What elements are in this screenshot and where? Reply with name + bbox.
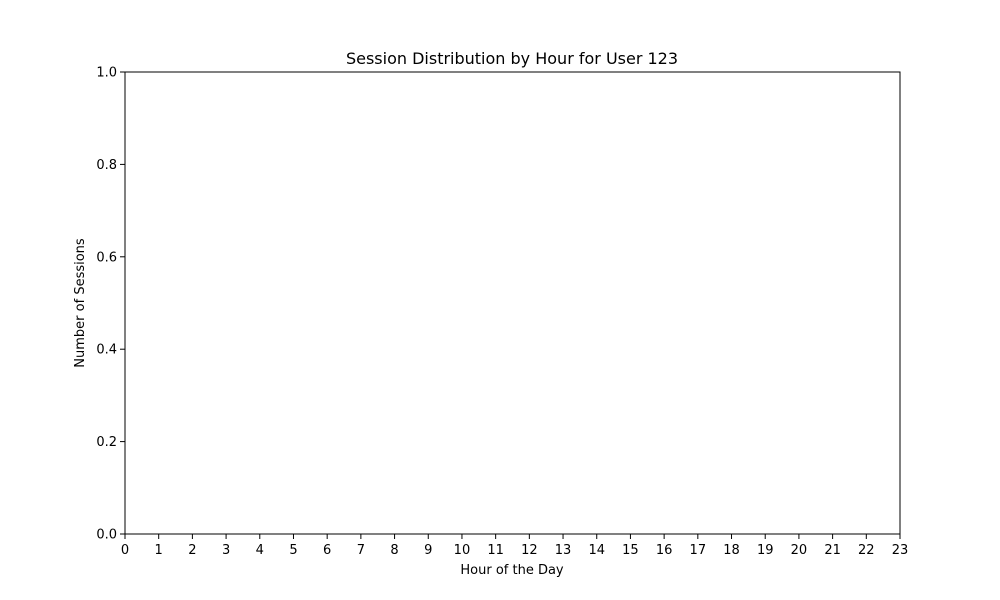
x-axis-label: Hour of the Day — [460, 563, 564, 578]
y-axis-label: Number of Sessions — [73, 238, 88, 368]
x-tick-label: 23 — [892, 543, 909, 558]
y-tick-label: 0.0 — [96, 528, 117, 543]
x-tick-label: 4 — [256, 543, 264, 558]
x-tick-label: 6 — [323, 543, 331, 558]
y-tick-label: 1.0 — [96, 66, 117, 81]
chart-title: Session Distribution by Hour for User 12… — [346, 49, 678, 68]
x-tick-label: 2 — [188, 543, 196, 558]
axes-frame — [124, 71, 901, 535]
x-tick-label: 11 — [487, 543, 504, 558]
x-tick-label: 8 — [390, 543, 398, 558]
x-tick-label: 3 — [222, 543, 230, 558]
x-tick-label: 9 — [424, 543, 432, 558]
y-tick-label: 0.4 — [96, 343, 117, 358]
y-tick-label: 0.6 — [96, 250, 117, 265]
x-tick-label: 13 — [555, 543, 572, 558]
y-tick-label: 0.8 — [96, 158, 117, 173]
plot-area: 0 1 2 3 4 5 6 7 8 9 10 11 12 13 14 15 16 17 18 19 20 21 22 23 0… — [96, 66, 908, 559]
x-tick-label: 12 — [521, 543, 538, 558]
y-tick-label: 0.2 — [96, 435, 117, 450]
y-axis-ticks: 0.0 0.2 0.4 0.6 0.8 1.0 — [96, 66, 125, 543]
x-tick-label: 17 — [690, 543, 707, 558]
x-tick-label: 18 — [723, 543, 740, 558]
x-tick-label: 21 — [824, 543, 841, 558]
axes-background — [125, 72, 900, 534]
x-tick-label: 10 — [454, 543, 471, 558]
x-axis-ticks: 0 1 2 3 4 5 6 7 8 9 10 11 12 13 14 15 16 17 18 19 20 21 22 23 — [121, 534, 908, 558]
x-tick-label: 19 — [757, 543, 774, 558]
x-tick-label: 7 — [357, 543, 365, 558]
x-tick-label: 14 — [588, 543, 605, 558]
x-tick-label: 16 — [656, 543, 673, 558]
x-tick-label: 22 — [858, 543, 875, 558]
x-tick-label: 0 — [121, 543, 129, 558]
x-tick-label: 20 — [791, 543, 808, 558]
x-tick-label: 1 — [155, 543, 163, 558]
x-tick-label: 15 — [622, 543, 639, 558]
x-tick-label: 5 — [289, 543, 297, 558]
